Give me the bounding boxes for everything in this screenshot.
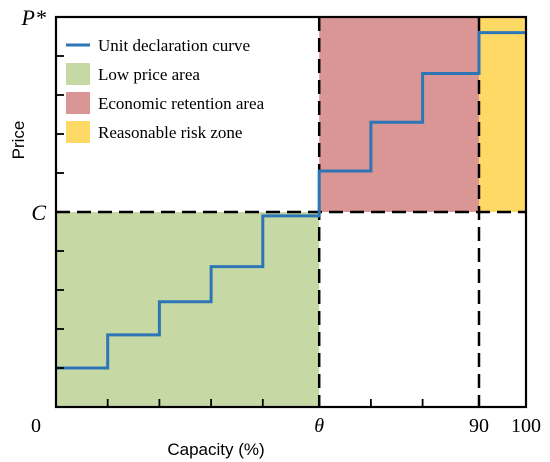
legend-label-0: Unit declaration curve <box>98 36 250 55</box>
legend-swatch-1 <box>66 63 90 85</box>
legend-label-1: Low price area <box>98 65 200 84</box>
x-tick-label-1: θ <box>314 415 324 437</box>
x-tick-label-0: 0 <box>31 415 41 437</box>
region-0 <box>56 212 320 407</box>
y-tick-label-1: P* <box>21 5 46 30</box>
y-axis-label: Price <box>9 121 28 160</box>
ticks: 0 θ 90 100 C P* <box>21 5 541 437</box>
legend-label-3: Reasonable risk zone <box>98 123 242 142</box>
x-axis-label: Capacity (%) <box>167 440 264 459</box>
x-tick-label-2: 90 <box>469 415 489 437</box>
curve-layer <box>56 31 526 370</box>
y-tick-label-0: C <box>31 200 46 225</box>
plot-frame <box>54 15 528 409</box>
regions <box>56 17 526 407</box>
axes <box>54 15 528 409</box>
legend: Unit declaration curve Low price area Econ… <box>66 36 265 143</box>
legend-swatch-3 <box>66 121 90 143</box>
region-1 <box>319 17 479 212</box>
legend-swatch-2 <box>66 92 90 114</box>
region-2 <box>479 17 526 212</box>
x-tick-label-3: 100 <box>511 415 541 437</box>
legend-label-2: Economic retention area <box>98 94 265 113</box>
series-line-0 <box>56 31 526 370</box>
